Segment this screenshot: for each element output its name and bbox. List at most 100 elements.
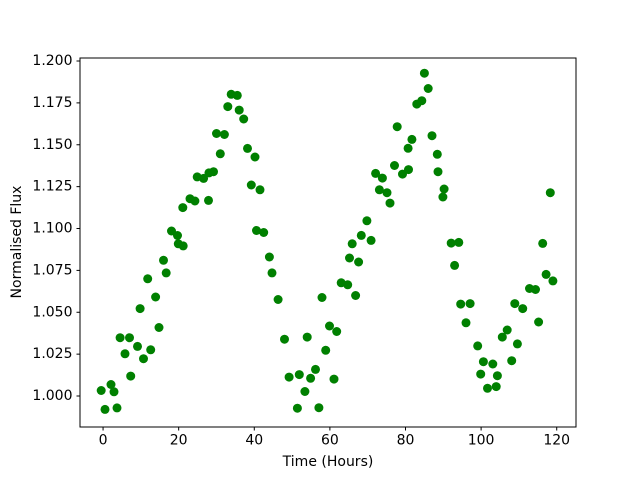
data-point: [417, 96, 427, 106]
data-point: [473, 341, 483, 351]
data-point: [374, 185, 384, 195]
x-axis-label: Time (Hours): [282, 454, 374, 470]
data-point: [292, 403, 302, 413]
data-point: [518, 304, 528, 314]
data-point: [143, 274, 153, 284]
data-point: [534, 317, 544, 327]
data-point: [219, 130, 229, 139]
data-point: [133, 341, 142, 351]
data-point: [151, 292, 161, 302]
data-point: [347, 239, 357, 249]
data-point: [178, 241, 188, 251]
data-point: [332, 327, 342, 336]
data-point: [232, 90, 242, 100]
data-point: [382, 188, 392, 198]
data-point: [423, 84, 433, 93]
data-point: [377, 173, 387, 183]
data-point: [311, 364, 320, 374]
data-point: [497, 332, 507, 342]
data-point: [120, 349, 130, 359]
data-point: [126, 371, 136, 381]
data-point: [255, 185, 265, 195]
data-point: [478, 357, 488, 367]
data-point: [215, 149, 225, 159]
data-point: [433, 167, 443, 177]
y-axis-ticks: 1.000 1.025 1.050 1.075 1.100 1.125 1.150 1.175…: [32, 53, 80, 404]
data-point: [456, 299, 466, 309]
data-point: [538, 238, 548, 248]
data-point: [190, 196, 200, 206]
data-point: [491, 382, 501, 392]
x-tick-label: 120: [543, 433, 570, 449]
data-point: [96, 386, 106, 395]
data-point: [146, 345, 156, 355]
data-point: [321, 345, 331, 355]
data-point: [204, 195, 213, 205]
data-point: [351, 291, 361, 300]
data-point: [404, 165, 413, 175]
data-point: [531, 285, 540, 294]
data-point: [343, 280, 353, 290]
data-point: [476, 369, 486, 379]
y-tick-label: 1.000: [32, 388, 72, 404]
data-point: [154, 323, 164, 332]
data-point: [461, 318, 471, 328]
data-point: [259, 228, 269, 237]
data-point: [173, 231, 182, 240]
data-point: [390, 161, 399, 170]
data-point: [385, 198, 395, 208]
y-tick-label: 1.025: [32, 346, 72, 362]
y-tick-label: 1.150: [32, 137, 72, 153]
data-point: [438, 192, 448, 202]
data-point: [362, 216, 372, 226]
y-tick-label: 1.100: [32, 221, 72, 237]
data-point: [125, 333, 134, 343]
data-point: [492, 371, 502, 381]
x-tick-label: 80: [397, 433, 415, 449]
data-point: [439, 184, 449, 194]
x-axis-ticks: 0 20 40 60 80 100 120: [99, 427, 570, 449]
data-point: [356, 230, 366, 240]
data-point: [446, 238, 456, 248]
data-point: [280, 334, 289, 344]
data-point: [507, 356, 517, 366]
data-point: [483, 383, 492, 393]
data-point: [161, 268, 171, 278]
data-point: [488, 359, 498, 369]
data-point: [112, 403, 122, 413]
data-point: [264, 252, 274, 262]
data-point: [209, 167, 218, 177]
data-point: [465, 299, 475, 309]
data-point: [109, 387, 119, 397]
data-point: [212, 129, 221, 138]
y-tick-label: 1.200: [32, 53, 72, 69]
data-point: [239, 114, 249, 124]
data-point: [329, 374, 339, 384]
y-tick-label: 1.175: [32, 95, 72, 111]
data-point: [243, 143, 252, 153]
data-point: [366, 235, 376, 245]
data-point: [223, 102, 233, 112]
data-point: [294, 370, 304, 380]
y-tick-label: 1.075: [32, 262, 72, 278]
data-point: [392, 122, 402, 132]
y-axis-label: Normalised Flux: [9, 186, 25, 299]
data-points: [96, 68, 558, 414]
data-point: [548, 276, 558, 286]
x-tick-label: 20: [170, 433, 188, 449]
data-point: [267, 268, 277, 278]
data-point: [427, 131, 437, 141]
data-point: [135, 304, 145, 314]
data-point: [510, 299, 520, 309]
axes-frame: [79, 57, 577, 428]
data-point: [300, 387, 310, 396]
x-tick-label: 0: [99, 433, 108, 449]
data-point: [454, 237, 464, 247]
data-point: [354, 257, 364, 267]
x-tick-label: 100: [468, 433, 495, 449]
data-point: [541, 269, 551, 279]
data-point: [345, 253, 354, 263]
data-point: [502, 325, 512, 335]
